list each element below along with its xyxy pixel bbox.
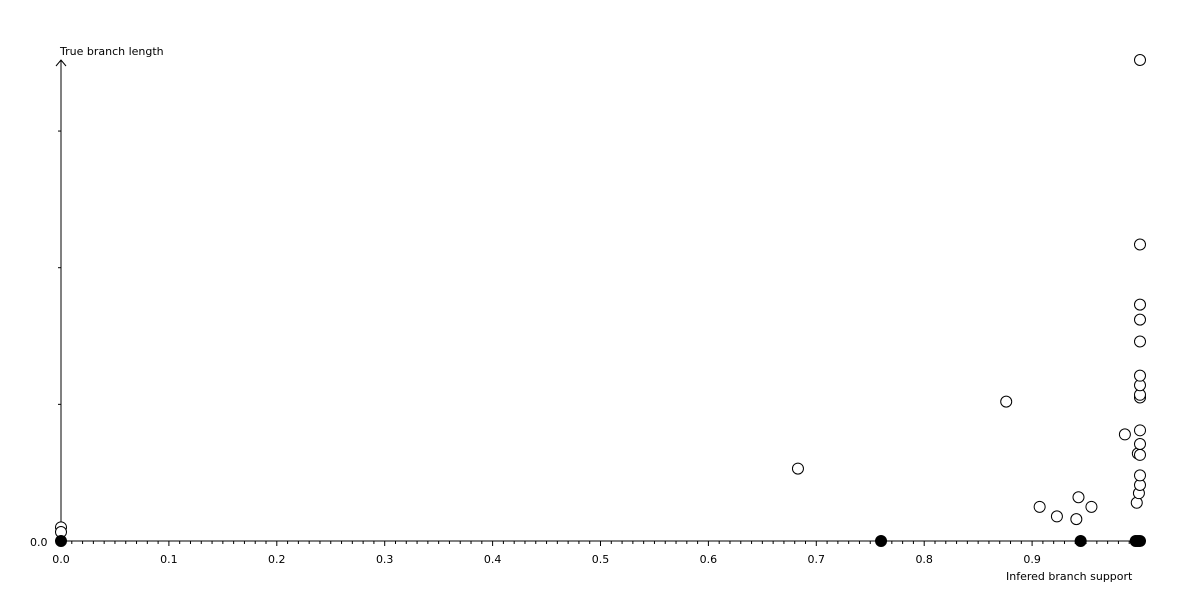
data-point-open: [1033, 500, 1046, 513]
x-tick-label: 0.9: [1023, 553, 1041, 566]
data-point-open: [1118, 428, 1131, 441]
x-tick-label: 0.1: [160, 553, 178, 566]
data-point-filled: [1134, 535, 1146, 547]
x-tick-label: 0.0: [52, 553, 70, 566]
x-tick-label: 0.6: [700, 553, 718, 566]
data-point-open: [1085, 500, 1098, 513]
y-origin-label: 0.0: [30, 536, 48, 549]
data-point-open: [1000, 395, 1013, 408]
x-tick-label: 0.7: [808, 553, 826, 566]
data-point-open: [791, 462, 804, 475]
data-point-open: [1134, 238, 1146, 251]
data-point-filled: [1074, 535, 1087, 547]
x-tick-label: 0.2: [268, 553, 286, 566]
data-point-open: [1134, 424, 1146, 437]
x-tick-label: 0.3: [376, 553, 394, 566]
data-point-open: [1134, 54, 1146, 66]
x-tick-label: 0.4: [484, 553, 502, 566]
data-point-filled: [55, 535, 67, 547]
axes: [55, 59, 1145, 542]
data-point-open: [1134, 369, 1146, 382]
data-point-open: [1134, 448, 1146, 461]
points: [55, 54, 1146, 547]
data-point-open: [1070, 513, 1083, 526]
y-axis-arrow-icon: [55, 59, 67, 67]
data-point-open: [1134, 469, 1146, 482]
y-axis-title: True branch length: [59, 45, 164, 58]
x-ticks: 0.0 0.1 0.2 0.3 0.4 0.5 0.6 0.7 0.8 0.9: [52, 541, 1141, 566]
data-point-open: [1050, 510, 1063, 523]
data-point-open: [1072, 491, 1085, 504]
x-tick-label: 0.8: [915, 553, 933, 566]
data-point-open: [1134, 298, 1146, 311]
data-point-open: [1134, 335, 1146, 348]
data-point-open: [1134, 437, 1146, 450]
y-ticks: [58, 130, 61, 405]
data-point-open: [1134, 313, 1146, 326]
data-point-filled: [875, 535, 888, 547]
x-axis-title: Infered branch support: [1006, 570, 1133, 583]
x-tick-label: 0.5: [592, 553, 610, 566]
